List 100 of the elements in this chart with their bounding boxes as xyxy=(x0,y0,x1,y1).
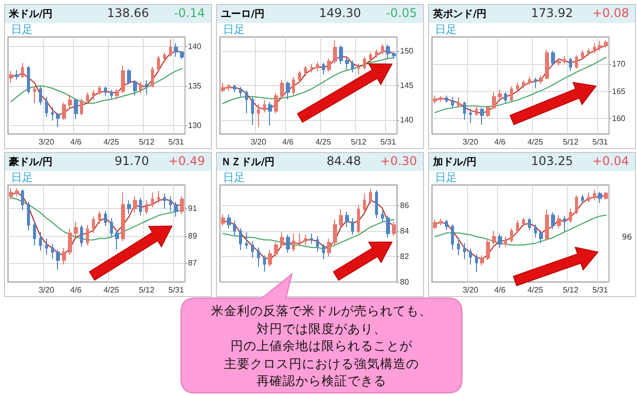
text: 96 xyxy=(622,232,632,242)
candlestick xyxy=(227,84,231,91)
candlestick xyxy=(475,106,478,116)
candlestick xyxy=(98,210,101,224)
y-tick-label: 135 xyxy=(188,81,202,90)
candlestick xyxy=(593,189,596,201)
candlestick xyxy=(327,58,331,72)
candlestick xyxy=(51,106,54,122)
candlestick xyxy=(386,44,390,59)
candlestick xyxy=(33,220,36,246)
x-tick-label: 3/20 xyxy=(250,138,267,146)
candlestick xyxy=(316,236,319,252)
candlestick xyxy=(286,80,290,100)
y-tick-label: 150 xyxy=(400,46,414,56)
candlestick xyxy=(121,192,125,242)
candlestick xyxy=(310,233,313,244)
candlestick xyxy=(86,92,89,105)
candlestick xyxy=(322,62,325,75)
candlestick xyxy=(457,96,460,108)
candlestick xyxy=(345,211,349,228)
x-tick-label: 4/6 xyxy=(494,286,506,294)
text: -0.05 xyxy=(386,6,417,20)
candlestick xyxy=(68,94,72,108)
chart-title: 英ポンド/円 xyxy=(433,8,487,21)
candlestick xyxy=(492,230,496,245)
line-series xyxy=(10,68,183,104)
candlestick xyxy=(392,222,396,237)
candlestick xyxy=(169,196,172,212)
text: 149.30 xyxy=(319,6,361,20)
text: 91.70 xyxy=(114,154,149,168)
line-series xyxy=(222,200,395,260)
candlestick xyxy=(115,88,119,100)
candlestick xyxy=(363,56,366,70)
candlestick xyxy=(381,43,384,55)
x-tick-label: 3/20 xyxy=(462,286,479,294)
text: 日足 xyxy=(223,23,245,36)
candlestick xyxy=(369,52,372,62)
x-tick-label: 4/25 xyxy=(315,138,332,146)
candlestick xyxy=(127,68,131,85)
candlestick xyxy=(263,100,266,114)
candlestick xyxy=(286,234,290,254)
text: +0.08 xyxy=(592,6,629,20)
candlestick xyxy=(457,237,460,256)
candlestick xyxy=(510,86,513,102)
candlestick xyxy=(62,248,66,265)
candlestick xyxy=(492,92,496,110)
candlestick xyxy=(27,201,30,231)
candlestick xyxy=(251,96,254,126)
x-tick-label: 3/20 xyxy=(38,138,55,146)
y-tick-label: 87 xyxy=(188,258,198,268)
candlestick xyxy=(339,44,343,65)
candlestick xyxy=(593,42,596,54)
candlestick xyxy=(528,76,531,86)
text: +0.30 xyxy=(380,154,417,168)
x-tick-label: 4/6 xyxy=(70,286,82,294)
candlestick xyxy=(92,89,95,101)
candlestick xyxy=(375,190,378,219)
candlestick xyxy=(498,89,502,100)
line-series xyxy=(10,197,183,240)
text: +0.04 xyxy=(592,154,629,168)
candlestick xyxy=(557,214,561,229)
y-tick-label: 130 xyxy=(188,120,202,130)
candlestick xyxy=(21,189,24,210)
candlestick xyxy=(110,89,113,100)
candlestick xyxy=(339,208,343,228)
text: -0.14 xyxy=(174,6,205,20)
candlestick xyxy=(310,64,313,73)
x-tick-label: 5/12 xyxy=(562,286,579,294)
line-series xyxy=(222,50,395,110)
candlestick xyxy=(486,238,490,260)
candlestick xyxy=(575,54,578,70)
candlestick xyxy=(80,98,83,116)
candlestick xyxy=(86,224,89,246)
candlestick xyxy=(239,228,242,251)
candlestick xyxy=(127,200,131,215)
candlestick xyxy=(445,219,448,231)
candlestick xyxy=(463,242,466,260)
text: 日足 xyxy=(11,171,33,184)
candlestick xyxy=(534,224,537,238)
candlestick xyxy=(386,215,390,238)
candlestick xyxy=(516,82,519,92)
text: 日足 xyxy=(435,23,457,36)
candlestick xyxy=(169,38,172,58)
candlestick xyxy=(245,232,248,250)
line-series xyxy=(434,56,607,114)
candlestick xyxy=(68,228,72,256)
chart-title: 米ドル/円 xyxy=(9,8,53,21)
candlestick xyxy=(115,230,119,250)
candlestick xyxy=(298,70,301,84)
candlestick xyxy=(33,85,36,104)
candlestick xyxy=(245,90,248,114)
candlestick xyxy=(80,224,83,248)
candlestick xyxy=(545,49,549,80)
candlestick xyxy=(528,217,531,231)
candlestick xyxy=(563,56,566,64)
candlestick xyxy=(451,224,454,250)
candlestick xyxy=(351,60,354,73)
candlestick xyxy=(180,50,184,60)
candlestick xyxy=(604,40,608,48)
candlestick xyxy=(39,86,42,106)
